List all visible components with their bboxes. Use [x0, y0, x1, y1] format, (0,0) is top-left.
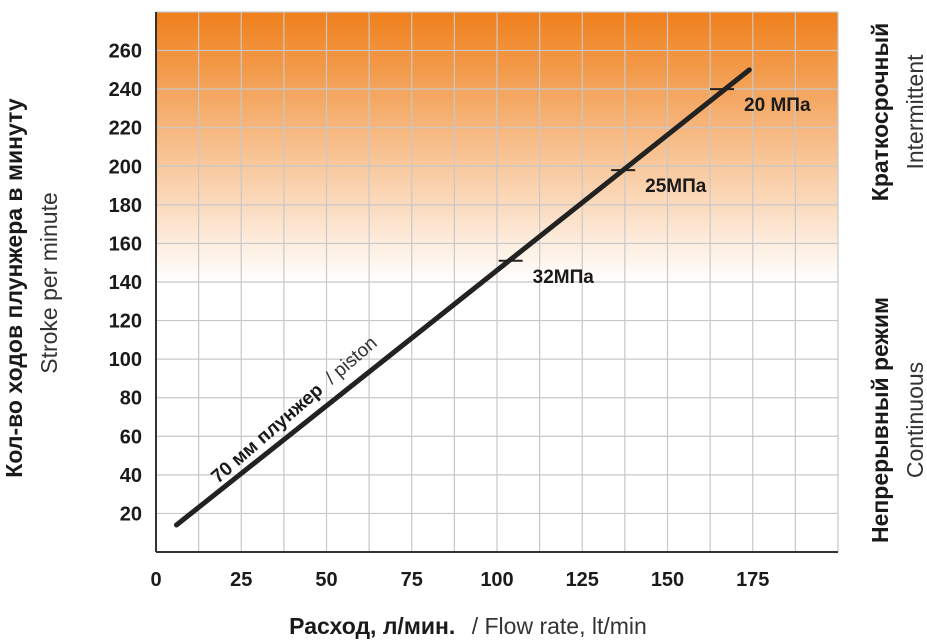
series-label-bold: 70 мм плунжер [208, 380, 328, 488]
pressure-label: 20 МПа [744, 95, 811, 116]
x-tick-label: 100 [480, 569, 513, 591]
y-axis-label-rest: Stroke per minute [36, 192, 62, 374]
y-tick-label: 240 [109, 79, 142, 101]
pressure-marks: 32МПа 25МПа 20 МПа [498, 88, 811, 288]
grid [155, 11, 839, 553]
y-tick-label: 60 [120, 426, 142, 448]
y-tick-label: 100 [109, 349, 142, 371]
y-tick-label: 200 [109, 156, 142, 178]
x-tick-label: 50 [315, 569, 337, 591]
x-tick-label: 25 [230, 569, 252, 591]
x-tick-label: 150 [651, 569, 684, 591]
x-tick-label: 0 [150, 569, 161, 591]
zone-intermittent-label-rest: Intermittent [902, 54, 927, 170]
x-axis-label-rest: / Flow rate, lt/min [472, 613, 647, 639]
zone-continuous-label-bold: Непрерывный режим [867, 297, 893, 543]
pressure-label: 25МПа [645, 176, 707, 197]
y-tick-label: 220 [109, 118, 142, 140]
x-tick-labels: 0 25 50 75 100 125 150 175 [150, 569, 769, 591]
series-line [173, 67, 752, 528]
y-tick-label: 260 [109, 41, 142, 63]
pressure-label: 32МПа [533, 267, 595, 288]
axes [155, 12, 838, 553]
x-tick-label: 125 [566, 569, 599, 591]
y-tick-label: 160 [109, 233, 142, 255]
y-tick-label: 80 [120, 388, 142, 410]
x-axis-label-bold: Расход, л/мин. [289, 613, 455, 639]
series-layer [173, 67, 752, 528]
y-tick-labels: 20 40 60 80 100 120 140 160 180 200 220 240 260 [109, 41, 142, 526]
x-tick-label: 75 [401, 569, 423, 591]
x-axis-label: Расход, л/мин. / Flow rate, lt/min [289, 613, 647, 639]
y-tick-label: 40 [120, 465, 142, 487]
y-tick-label: 20 [120, 503, 142, 525]
x-tick-label: 175 [736, 569, 769, 591]
y-tick-label: 140 [109, 272, 142, 294]
y-tick-label: 120 [109, 311, 142, 333]
series-label-rest: / piston [321, 333, 381, 389]
y-tick-label: 180 [109, 195, 142, 217]
zone-intermittent-label-bold: Краткосрочный [867, 23, 893, 201]
y-axis-label-bold: Кол-во ходов плунжера в минуту [1, 98, 27, 478]
zone-continuous-label-rest: Continuous [902, 362, 927, 478]
series-label: 70 мм плунжер / piston [208, 333, 382, 488]
